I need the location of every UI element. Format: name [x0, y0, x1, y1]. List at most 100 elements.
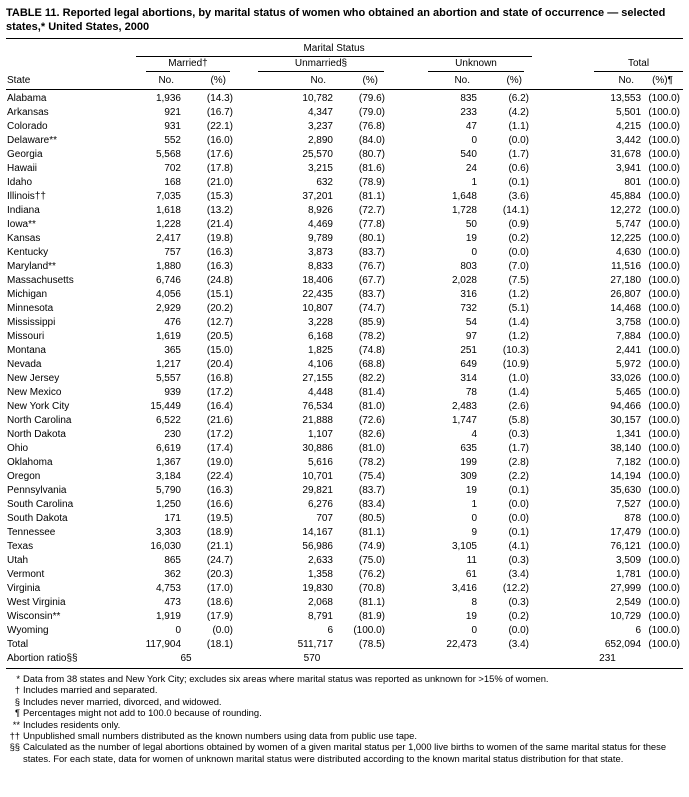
value-cell: 15,449 — [150, 401, 181, 412]
value-cell: 1,358 — [307, 569, 333, 580]
value-cell: (83.7) — [358, 289, 385, 300]
abortion-ratio-unmarried: 570 — [236, 652, 388, 669]
value-cell: 26,807 — [610, 289, 642, 300]
value-cell: 4,106 — [307, 359, 333, 370]
value-cell: (0.1) — [508, 527, 530, 538]
value-cell: (4.1) — [508, 541, 530, 552]
value-cell: 3,105 — [451, 541, 477, 552]
value-cell: (1.1) — [508, 121, 530, 132]
value-cell: (1.7) — [508, 443, 530, 454]
footnote-text: Calculated as the number of legal aborti… — [23, 741, 667, 764]
value-cell: 1,228 — [155, 219, 181, 230]
value-cell: 8,833 — [307, 261, 333, 272]
value-cell: (1.2) — [508, 331, 530, 342]
value-cell: 19 — [465, 611, 477, 622]
value-cell: (100.0) — [648, 205, 681, 216]
value-cell: (16.7) — [206, 107, 233, 118]
value-cell: 78 — [465, 387, 477, 398]
value-cell: 6,522 — [155, 415, 181, 426]
value-cell: (100.0) — [648, 387, 681, 398]
value-cell: (82.2) — [358, 373, 385, 384]
value-cell: 3,228 — [307, 317, 333, 328]
value-cell: (75.0) — [358, 555, 385, 566]
value-cell: (100.0) — [648, 191, 681, 202]
value-cell: 27,155 — [302, 373, 333, 384]
state-column-header: State — [6, 72, 136, 90]
value-cell: (7.5) — [508, 275, 530, 286]
value-cell: 1,728 — [451, 205, 477, 216]
value-cell: (100.0) — [648, 275, 681, 286]
value-cell: 7,884 — [615, 331, 642, 342]
state-name: Massachusetts — [7, 275, 74, 286]
value-cell: 2,441 — [615, 345, 642, 356]
value-cell: (14.1) — [502, 205, 530, 216]
value-cell: 6 — [635, 625, 642, 636]
state-name: Mississippi — [7, 317, 56, 328]
value-cell: (17.6) — [206, 149, 233, 160]
value-cell: 878 — [624, 513, 642, 524]
value-cell: 117,904 — [145, 639, 181, 650]
value-cell: (100.0) — [648, 107, 681, 118]
value-cell: (2.8) — [508, 457, 530, 468]
value-cell: 76,121 — [610, 541, 642, 552]
value-cell: (81.0) — [358, 401, 385, 412]
table-row: Ohio 6,619 (17.4) 30,886 (81.0) 635 (1.7) 38,14… — [6, 442, 683, 456]
value-cell: 2,483 — [451, 401, 477, 412]
value-cell: (100.0) — [648, 583, 681, 594]
footnote: * Data from 38 states and New York City; … — [6, 673, 683, 684]
value-cell: (3.6) — [508, 191, 530, 202]
value-cell: 30,157 — [610, 415, 642, 426]
value-cell: (2.2) — [508, 471, 530, 482]
value-cell: 14,167 — [302, 527, 333, 538]
value-cell: 732 — [460, 303, 477, 314]
value-cell: 10,807 — [302, 303, 333, 314]
state-name: Virginia — [7, 583, 41, 594]
value-cell: 5,747 — [615, 219, 642, 230]
value-cell: 11,516 — [611, 261, 642, 272]
value-cell: 233 — [460, 107, 477, 118]
value-cell: 0 — [471, 625, 477, 636]
value-cell: (83.7) — [358, 247, 385, 258]
value-cell: 76,534 — [302, 401, 333, 412]
value-cell: (76.8) — [358, 121, 385, 132]
value-cell: (100.0) — [648, 373, 681, 384]
value-cell: 25,570 — [302, 149, 333, 160]
report-page: TABLE 11. Reported legal abortions, by m… — [6, 7, 684, 764]
table-row: Idaho 168 (21.0) 632 (78.9) 1 (0.1) 801 (100.0) — [6, 176, 683, 190]
value-cell: (76.7) — [358, 261, 385, 272]
value-cell: (100.0) — [648, 541, 681, 552]
value-cell: (83.4) — [358, 499, 385, 510]
value-cell: 3,237 — [307, 121, 333, 132]
value-cell: (0.2) — [508, 233, 530, 244]
state-name: Tennessee — [7, 527, 56, 538]
value-cell: 38,140 — [610, 443, 642, 454]
state-name: Montana — [7, 345, 46, 356]
value-cell: 22,435 — [302, 289, 333, 300]
unknown-column-header: Unknown — [388, 57, 532, 72]
state-name: Missouri — [7, 331, 45, 342]
value-cell: 230 — [164, 429, 181, 440]
table-row: New York City 15,449 (16.4) 76,534 (81.0) 2,4… — [6, 400, 683, 414]
value-cell: (0.0) — [212, 625, 233, 636]
value-cell: (100.0) — [648, 177, 681, 188]
state-name: Colorado — [7, 121, 48, 132]
total-column-label: Total — [594, 57, 684, 72]
value-cell: 5,616 — [307, 457, 333, 468]
marital-status-header-row: Marital Status — [6, 38, 684, 57]
value-cell: (100.0) — [648, 93, 681, 104]
value-cell: 50 — [465, 219, 477, 230]
value-cell: 19,830 — [302, 583, 333, 594]
value-cell: 19 — [465, 485, 477, 496]
value-cell: (100.0) — [648, 527, 681, 538]
value-cell: (1.7) — [508, 149, 530, 160]
value-cell: (80.1) — [358, 233, 385, 244]
value-cell: (81.1) — [358, 191, 385, 202]
state-name: Iowa** — [7, 219, 36, 230]
state-name: Utah — [7, 555, 29, 566]
footnote-marker: † — [14, 684, 20, 696]
value-cell: 2,028 — [451, 275, 477, 286]
value-cell: 2,929 — [155, 303, 181, 314]
value-cell: (0.0) — [508, 499, 530, 510]
table-row: New Mexico 939 (17.2) 4,448 (81.4) 78 (1.4) 5,4… — [6, 386, 683, 400]
value-cell: (15.1) — [206, 289, 233, 300]
